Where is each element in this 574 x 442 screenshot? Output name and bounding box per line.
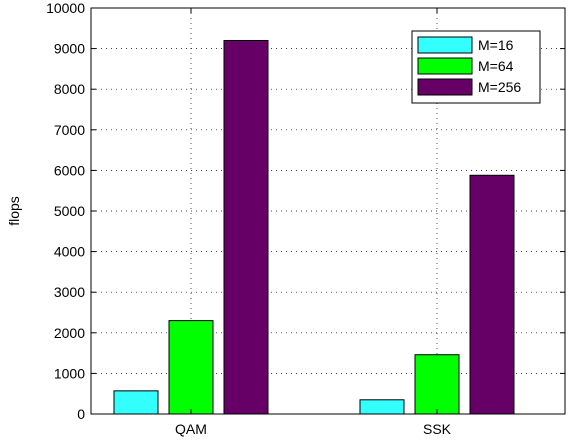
y-tick-label: 9000 (54, 41, 85, 57)
y-tick-label: 4000 (54, 244, 85, 260)
legend-swatch (417, 78, 473, 96)
y-tick-label: 3000 (54, 284, 85, 300)
y-tick-label: 2000 (54, 325, 85, 341)
bar-m16-qam (113, 390, 159, 415)
legend: M=16 M=64 M=256 (411, 30, 541, 104)
ticks-layer: 0 1000 2000 3000 4000 5000 6000 7000 8000 9000 100… (46, 0, 565, 437)
x-tick-label: QAM (175, 421, 207, 437)
legend-swatch (417, 36, 473, 54)
bar-m16-ssk (359, 399, 405, 415)
bar-m256-ssk (469, 174, 515, 415)
y-tick-label: 0 (77, 406, 85, 422)
y-tick-label: 6000 (54, 162, 85, 178)
y-tick-label: 1000 (54, 365, 85, 381)
y-tick-label: 8000 (54, 81, 85, 97)
bar-m64-ssk (414, 354, 460, 415)
x-tick-label: SSK (423, 421, 452, 437)
y-axis-label: flops (6, 196, 22, 226)
legend-label: M=16 (478, 37, 514, 53)
legend-swatch (417, 57, 473, 75)
legend-label: M=256 (478, 79, 521, 95)
bar-m256-qam (223, 39, 269, 415)
y-tick-label: 7000 (54, 122, 85, 138)
bars-layer (113, 39, 515, 415)
y-tick-label: 5000 (54, 203, 85, 219)
y-tick-label: 10000 (46, 0, 85, 16)
bar-m64-qam (168, 320, 214, 415)
legend-label: M=64 (478, 58, 514, 74)
